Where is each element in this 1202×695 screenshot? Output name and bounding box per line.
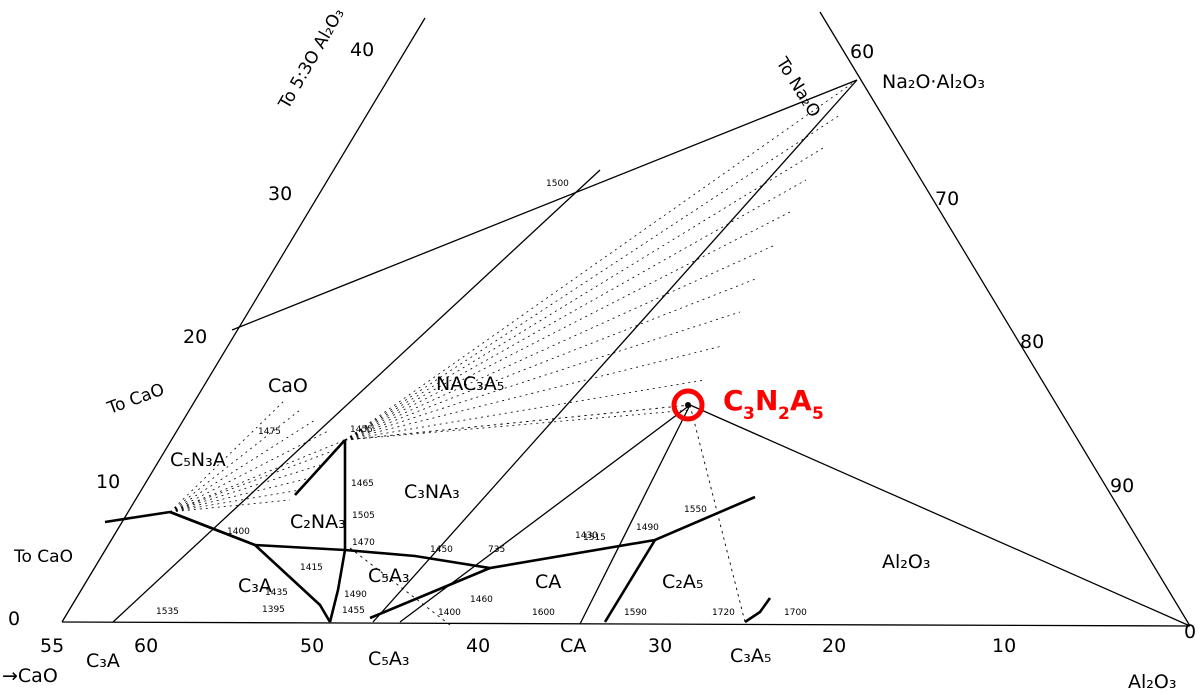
bottom-tick-50: 50 xyxy=(300,635,324,657)
bottom-tick-20: 20 xyxy=(822,635,846,657)
c5a3-na-line xyxy=(373,80,857,622)
inner-left-line xyxy=(113,170,600,622)
temp-label: 1600 xyxy=(532,608,555,618)
highlight-a: A xyxy=(790,384,812,417)
temp-label: 1505 xyxy=(352,511,375,521)
temp-label: 1415 xyxy=(300,563,323,573)
phase-c5n3a: C₅N₃A xyxy=(170,449,226,471)
c3n2a5-highlight-label: C 3 N 2 A 5 xyxy=(723,384,824,424)
cao-arrow-label: →CaO xyxy=(2,665,58,687)
c3n2a5-lines xyxy=(400,405,1190,626)
highlight-sub-2: 2 xyxy=(778,404,790,424)
left-axis-ticks: 40 30 20 10 0 xyxy=(8,39,374,630)
base-line xyxy=(62,622,1190,626)
to-cao-upper-label: To CaO xyxy=(104,380,167,419)
right-tick-90: 90 xyxy=(1110,475,1134,497)
left-tick-10: 10 xyxy=(96,471,120,493)
phase-c2na3: C₂NA₃ xyxy=(290,511,346,533)
phase-ca: CA xyxy=(535,571,561,593)
highlight-n: N xyxy=(755,384,778,417)
highlight-sub-3: 3 xyxy=(743,404,755,424)
temp-label: 1500 xyxy=(546,179,569,189)
to-5-30-al2o3-label: To 5:3O Al₂O₃ xyxy=(275,5,349,114)
tie-lines xyxy=(170,80,857,512)
temp-label: 1700 xyxy=(784,608,807,618)
top-side-line xyxy=(232,80,857,330)
temp-label: 1490 xyxy=(636,523,659,533)
right-side xyxy=(820,12,1190,626)
na2o-al2o3-corner-label: Na₂O·Al₂O₃ xyxy=(882,71,985,93)
bottom-ca-label: CA xyxy=(560,635,586,657)
temp-label: 1590 xyxy=(624,608,647,618)
temp-label: 1490 xyxy=(344,590,367,600)
temp-label: 1475 xyxy=(258,427,281,437)
right-tick-70: 70 xyxy=(935,188,959,210)
temp-label: 1720 xyxy=(712,608,735,618)
right-tick-60: 60 xyxy=(850,41,874,63)
left-tick-40: 40 xyxy=(350,39,374,61)
left-tick-0: 0 xyxy=(8,608,20,630)
c3a-corner-label: C₃A xyxy=(86,650,120,672)
right-tick-0: 0 xyxy=(1184,621,1196,643)
phase-al2o3: Al₂O₃ xyxy=(882,551,930,573)
left-tick-30: 30 xyxy=(268,183,292,205)
temp-label: 1395 xyxy=(262,605,285,615)
temp-label: 1455 xyxy=(350,425,373,435)
phase-c2a5: C₂A₅ xyxy=(662,571,704,593)
temp-label: 1455 xyxy=(342,606,365,616)
phase-nac3a5: NAC₃A₅ xyxy=(436,373,504,395)
temp-label: 1465 xyxy=(351,479,374,489)
temp-label: 1450 xyxy=(430,545,453,555)
temp-label: 1515 xyxy=(583,533,606,543)
temp-label: 1550 xyxy=(684,505,707,515)
temp-label: 1435 xyxy=(265,588,288,598)
bottom-tick-60: 60 xyxy=(134,635,158,657)
bottom-c3a5-label: C₃A₅ xyxy=(730,645,772,667)
bottom-c5a3-label: C₅A₃ xyxy=(368,648,410,670)
phase-c5a3: C₅A₃ xyxy=(368,565,410,587)
al2o3-corner-label: Al₂O₃ xyxy=(1128,671,1176,693)
phase-c3nc4a: C₃NA₃ xyxy=(404,481,460,503)
bottom-tick-55: 55 xyxy=(40,635,64,657)
temp-label: 1460 xyxy=(470,595,493,605)
temp-label: 1535 xyxy=(156,607,179,617)
highlight-sub-5: 5 xyxy=(812,404,824,424)
highlight-c: C xyxy=(723,384,744,417)
bottom-tick-30: 30 xyxy=(648,635,672,657)
temp-label: 1400 xyxy=(227,527,250,537)
bottom-tick-40: 40 xyxy=(466,635,490,657)
bottom-axis-ticks: 55 60 50 40 30 20 10 xyxy=(40,635,1016,657)
temp-label: 1470 xyxy=(352,538,375,548)
phase-cao: CaO xyxy=(268,375,308,397)
right-tick-80: 80 xyxy=(1020,331,1044,353)
temp-label: 735 xyxy=(488,545,505,555)
bottom-tick-10: 10 xyxy=(992,635,1016,657)
c3n2a5-point xyxy=(685,402,691,408)
left-tick-20: 20 xyxy=(183,326,207,348)
temp-label: 1400 xyxy=(438,608,461,618)
to-cao-lower-label: To CaO xyxy=(13,547,73,567)
